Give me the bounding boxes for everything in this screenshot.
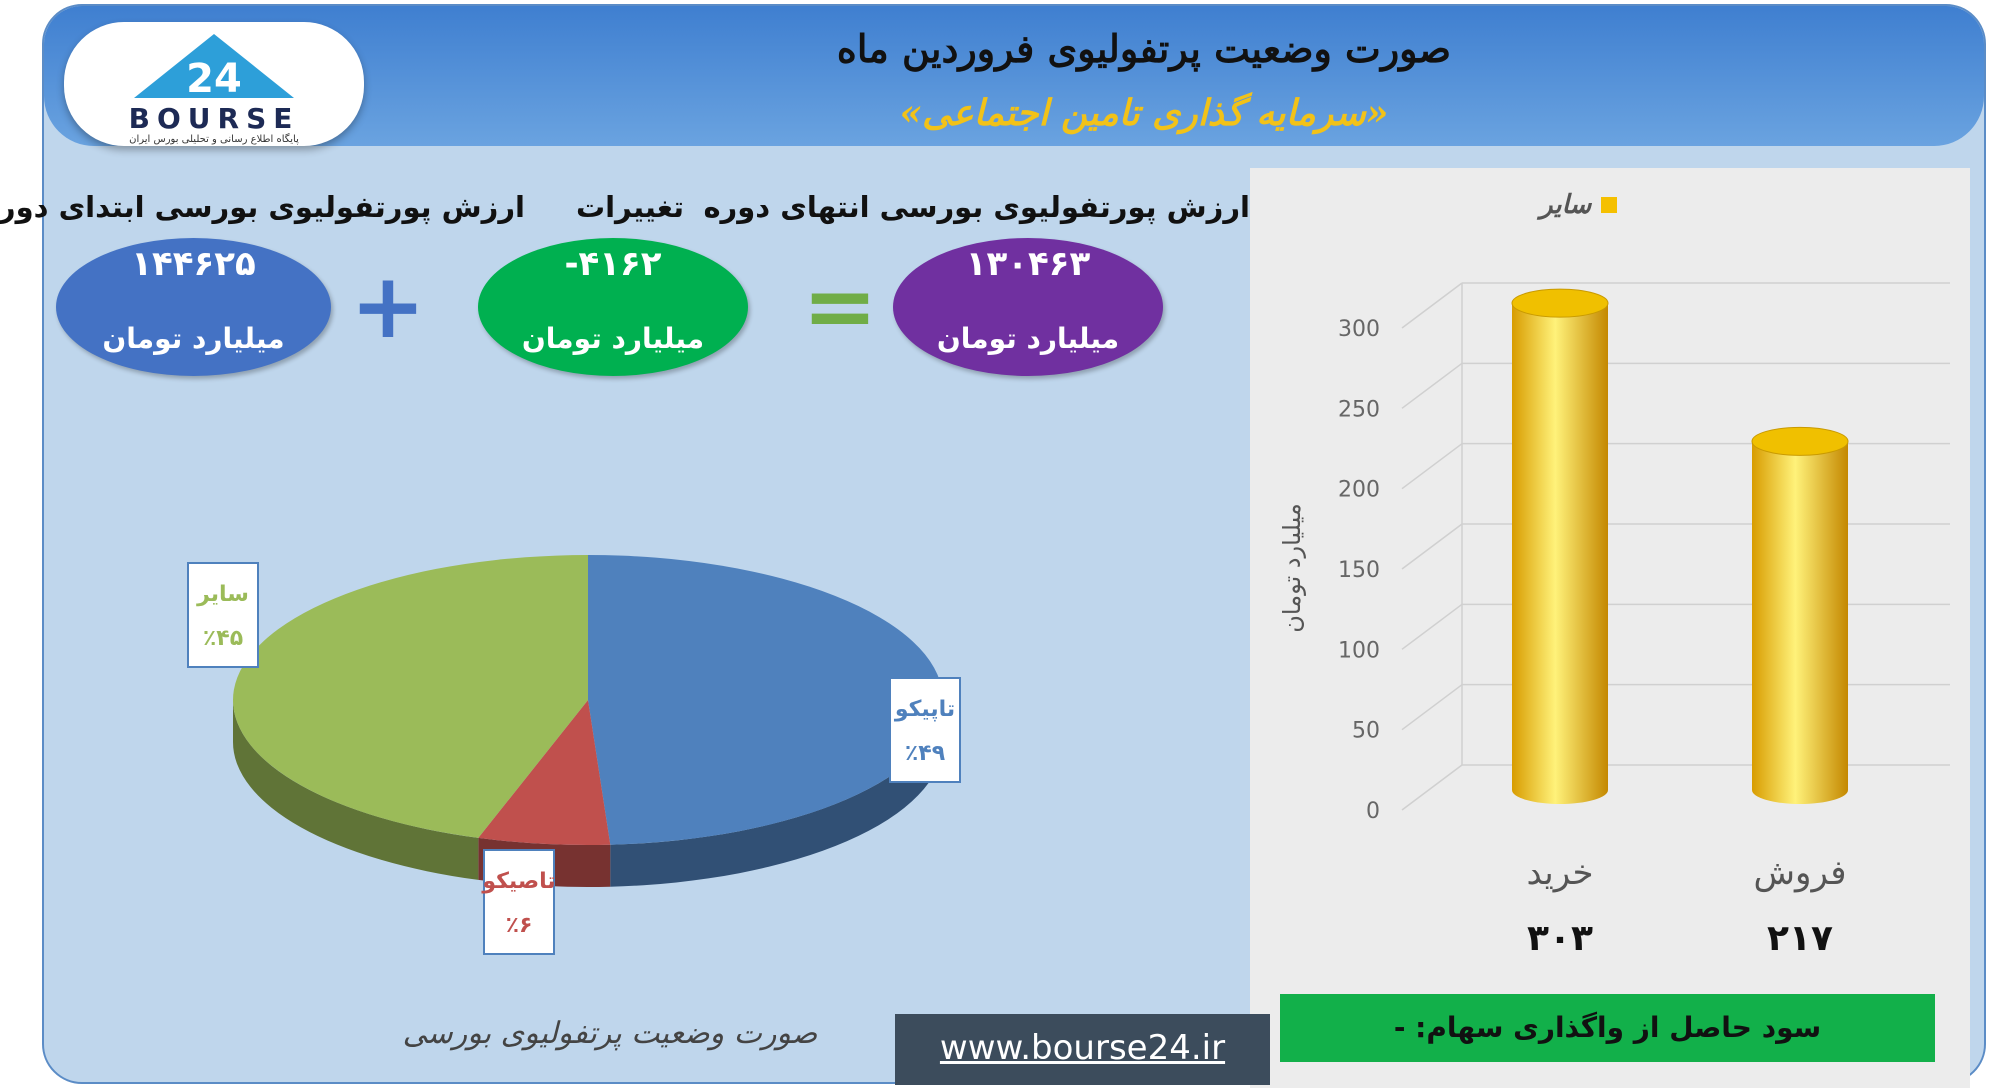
- website-link[interactable]: www.bourse24.ir: [939, 1028, 1226, 1068]
- portfolio-pie-chart: تاپیکو ٪۴۹ تاصیکو ٪۶ سایر ٪۴۵: [187, 555, 961, 955]
- pie-label-تاپیکو: تاپیکو ٪۴۹: [889, 677, 961, 783]
- change-label: تغییرات: [575, 190, 685, 224]
- y-axis-label: میلیارد تومان: [1278, 503, 1306, 632]
- pie-label-name: تاپیکو: [894, 697, 955, 722]
- end-value: ۱۳۰۴۶۳: [965, 244, 1091, 284]
- start-value-label: ارزش پورتفولیوی بورسی ابتدای دوره: [0, 190, 525, 224]
- grid-side: [1401, 443, 1463, 490]
- bar-chart-panel: [1250, 168, 1970, 1088]
- change-value-oval: -۴۱۶۲ میلیارد تومان: [478, 238, 748, 376]
- website-banner[interactable]: www.bourse24.ir: [895, 1014, 1270, 1085]
- trade-bar-chart: 0 50 100 150 200 250 300 میلیارد تومان خرید ۳۰۳ فر…: [1278, 282, 1950, 959]
- legend-label: سایر: [1540, 190, 1592, 220]
- end-value-label: ارزش پورتفولیوی بورسی انتهای دوره: [703, 190, 1250, 224]
- pie-slice-سایر: [233, 555, 588, 838]
- y-tick-label: 0: [1366, 799, 1380, 824]
- pie-label-percent: ٪۴۹: [905, 741, 945, 766]
- pie-slice-تاصیکو: [478, 700, 611, 845]
- start-value-unit: میلیارد تومان: [102, 322, 285, 355]
- y-tick-label: 150: [1338, 558, 1380, 583]
- bar-خرید: [1511, 288, 1609, 804]
- bar-value-label: ۲۱۷: [1767, 918, 1833, 959]
- bar-value-label: ۳۰۳: [1527, 918, 1593, 959]
- pie-label-سایر: سایر ٪۴۵: [187, 562, 259, 668]
- start-value-oval: ۱۴۴۶۲۵ میلیارد تومان: [56, 238, 331, 376]
- end-value-unit: میلیارد تومان: [936, 322, 1120, 355]
- grid-side: [1401, 523, 1463, 570]
- end-value-oval: ۱۳۰۴۶۳ میلیارد تومان: [893, 238, 1163, 376]
- logo-text: BOURSE: [128, 102, 300, 135]
- page-title: صورت وضعیت پرتفولیوی فروردین ماه: [836, 26, 1452, 71]
- pie-slice-تاپیکو: [588, 555, 943, 845]
- category-label-خرید: خرید: [1526, 853, 1593, 893]
- legend-swatch: [1601, 197, 1618, 213]
- pie-side-تاپیکو: [610, 700, 943, 887]
- pie-label-تاصیکو: تاصیکو ٪۶: [481, 849, 556, 955]
- grid-side: [1401, 684, 1463, 731]
- pie-side-سایر: [232, 700, 479, 880]
- grid-side: [1401, 282, 1463, 329]
- bar-فروش: [1751, 426, 1849, 804]
- logo-number: 24: [186, 56, 242, 102]
- change-value: -۴۱۶۲: [564, 244, 662, 284]
- equals-sign: =: [802, 254, 878, 359]
- pie-label-name: سایر: [196, 582, 249, 607]
- pie-label-percent: ٪۶: [506, 913, 533, 938]
- page-subtitle: «سرمایه گذاری تامین اجتماعی»: [899, 92, 1389, 134]
- logo-tagline: پایگاه اطلاع رسانی و تحلیلی بورس ایران: [129, 134, 299, 145]
- start-value: ۱۴۴۶۲۵: [131, 244, 256, 284]
- pie-label-percent: ٪۴۵: [203, 626, 243, 651]
- pie-chart-caption: صورت وضعیت پرتفولیوی بورسی: [402, 1016, 818, 1051]
- y-tick-label: 100: [1338, 638, 1380, 663]
- y-tick-label: 50: [1352, 719, 1380, 744]
- grid-side: [1401, 362, 1463, 409]
- y-tick-label: 300: [1338, 317, 1380, 342]
- bourse24-logo: 24 BOURSE پایگاه اطلاع رسانی و تحلیلی بو…: [64, 22, 364, 146]
- grid-side: [1401, 764, 1463, 811]
- grid-side: [1401, 603, 1463, 650]
- share-sale-profit: سود حاصل از واگذاری سهام: -: [1280, 994, 1935, 1062]
- y-tick-label: 250: [1338, 397, 1380, 422]
- plus-sign: +: [350, 254, 426, 359]
- y-tick-label: 200: [1338, 478, 1380, 503]
- header-banner: صورت وضعیت پرتفولیوی فروردین ماه «سرمایه…: [44, 6, 1984, 146]
- category-label-فروش: فروش: [1754, 853, 1847, 893]
- pie-label-name: تاصیکو: [481, 869, 555, 894]
- change-value-unit: میلیارد تومان: [521, 322, 705, 355]
- logo-mountain-icon: 24: [134, 34, 294, 102]
- bar-chart-legend: سایر: [1540, 190, 1618, 220]
